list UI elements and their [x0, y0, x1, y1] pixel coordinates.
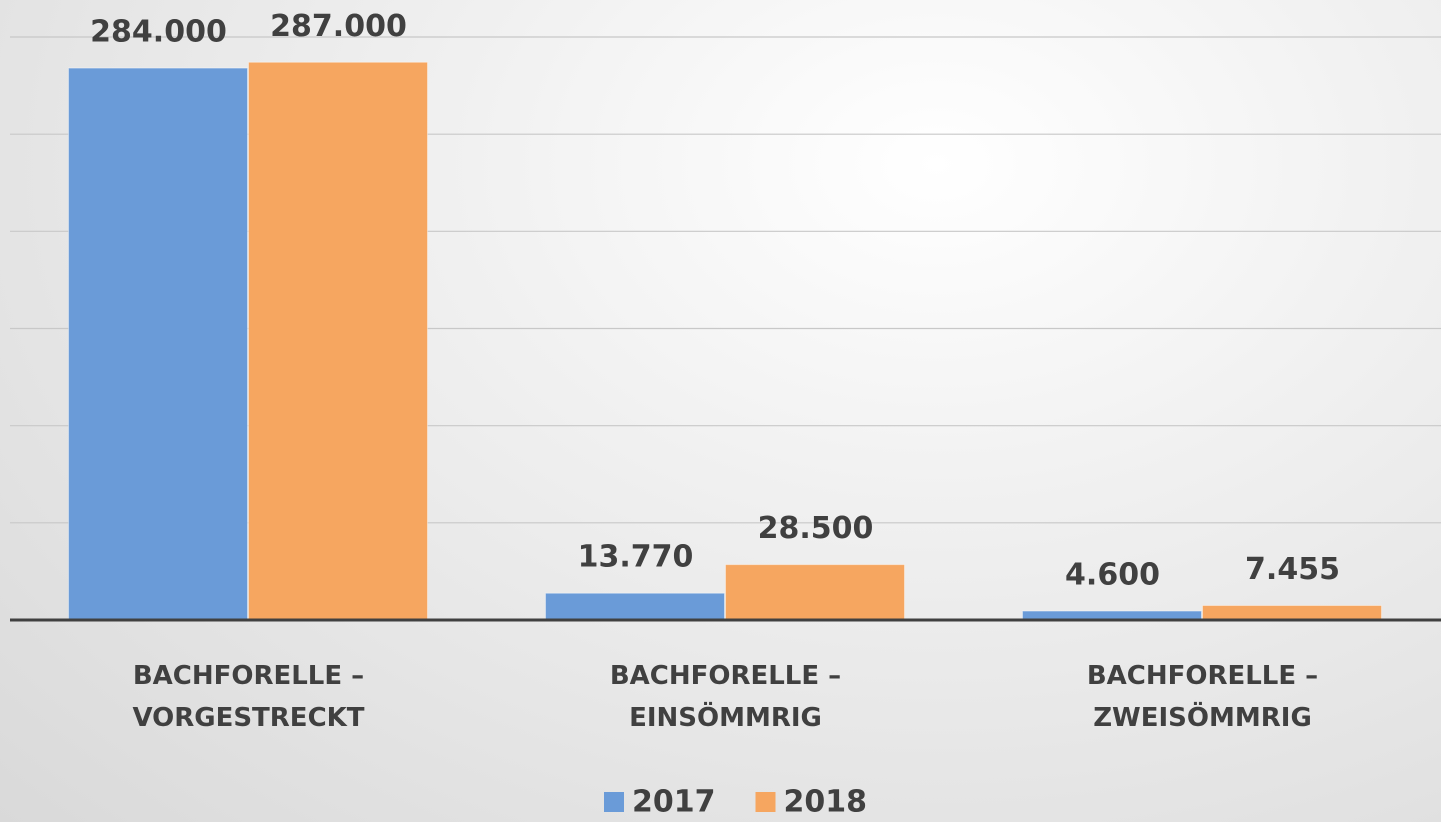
data-label: 284.000: [90, 15, 227, 50]
bar: [248, 61, 428, 621]
legend-label: 2018: [784, 785, 868, 820]
legend-swatch: [755, 792, 776, 812]
data-label: 13.770: [578, 540, 694, 575]
data-label: 7.455: [1245, 552, 1340, 587]
data-label: 4.600: [1065, 558, 1160, 593]
bar: [68, 67, 248, 621]
x-tick-label: BACHFORELLE – EINSÖMMRIG: [609, 661, 842, 733]
data-label: 287.000: [270, 9, 407, 44]
legend-swatch: [604, 792, 624, 812]
bar: [1202, 605, 1382, 621]
legend-label: 2017: [632, 785, 716, 820]
data-label: 28.500: [758, 511, 874, 546]
x-tick-label: BACHFORELLE – ZWEISÖMMRIG: [1086, 661, 1319, 733]
bar: [725, 564, 905, 621]
x-tick-label: BACHFORELLE – VORGESTRECKT: [132, 661, 365, 733]
bar: [545, 592, 725, 621]
